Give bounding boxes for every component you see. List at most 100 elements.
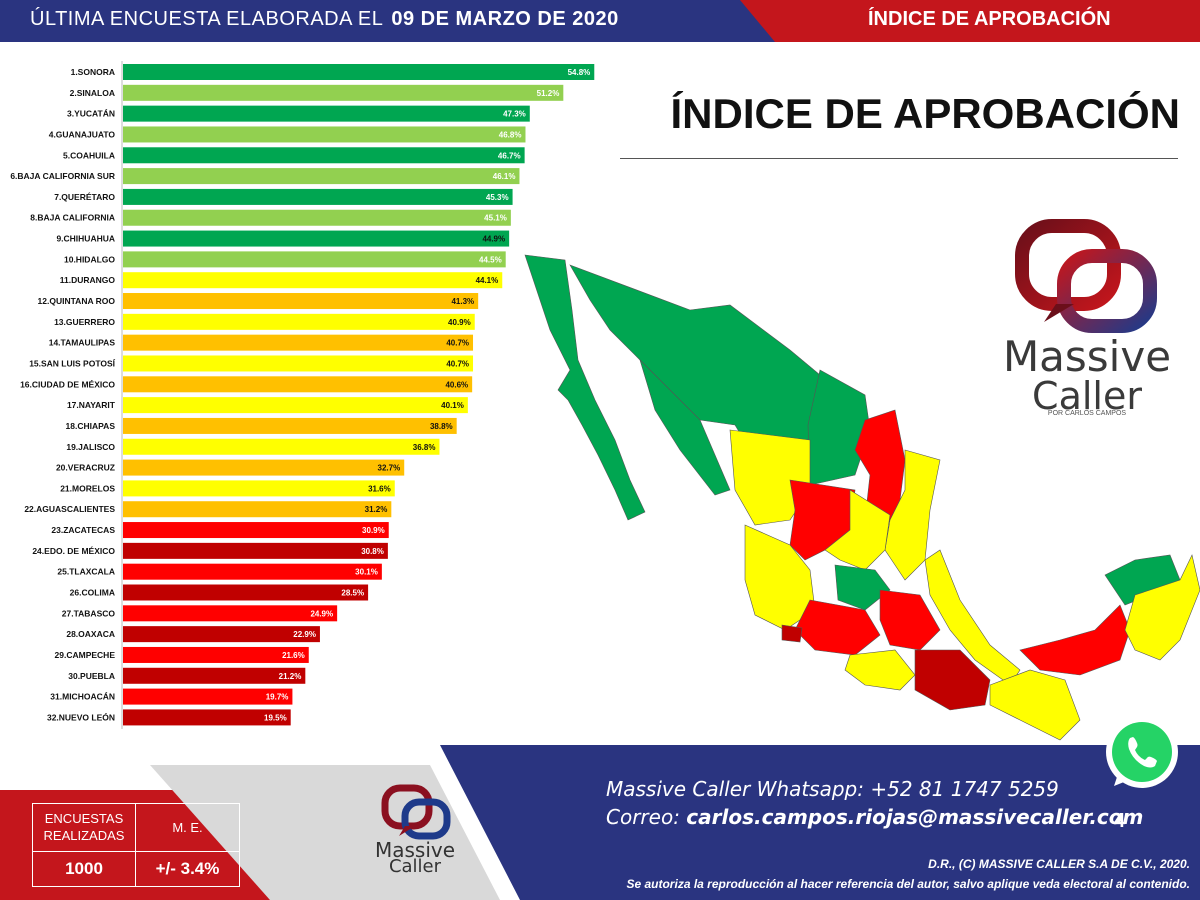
bar-label-27: 27.TABASCO [62, 608, 116, 618]
bar-value-18: 38.8% [430, 422, 453, 431]
bar-value-1: 54.8% [568, 68, 591, 77]
bar-17 [123, 397, 468, 414]
bar-label-11: 11.DURANGO [60, 275, 116, 285]
bar-value-9: 44.9% [482, 235, 505, 244]
approval-bar-chart: 1.SONORA 54.8% 2.SINALOA 51.2% 3.YUCATÁN 47.3… [10, 61, 595, 729]
bar-label-16: 16.CIUDAD DE MÉXICO [20, 379, 115, 389]
bar-label-9: 9.CHIHUAHUA [56, 234, 115, 244]
bar-label-19: 19.JALISCO [66, 442, 115, 452]
bar-value-22: 31.2% [365, 505, 388, 514]
bar-label-13: 13.GUERRERO [54, 317, 115, 327]
bar-4 [123, 126, 526, 143]
bar-26 [123, 584, 369, 601]
bar-3 [123, 105, 530, 122]
email-link[interactable]: carlos.campos.riojas@massivecaller.com [686, 805, 1144, 829]
bar-5 [123, 147, 525, 164]
whatsapp-number[interactable]: +52 81 1747 5259 [870, 777, 1059, 801]
header-bar: ÚLTIMA ENCUESTA ELABORADA EL 09 DE MARZO … [0, 0, 1200, 42]
bar-28 [123, 626, 320, 643]
bar-value-29: 21.6% [282, 651, 305, 660]
bar-value-8: 45.1% [484, 214, 507, 223]
bar-value-6: 46.1% [493, 172, 516, 181]
bar-15 [123, 355, 474, 372]
reproduction-notice: Se autoriza la reproducción al hacer ref… [626, 877, 1190, 891]
bar-value-27: 24.9% [310, 609, 333, 618]
survey-prefix: ÚLTIMA ENCUESTA ELABORADA EL [30, 8, 384, 30]
page-number: 4 [1114, 810, 1126, 832]
massive-caller-logo [1015, 219, 1157, 333]
bar-label-24: 24.EDO. DE MÉXICO [32, 546, 115, 556]
map-state-durango [729, 429, 811, 526]
survey-date: 09 DE MARZO DE 2020 [391, 8, 619, 30]
small-logo-text-massive: Massive [374, 838, 456, 862]
bar-value-21: 31.6% [368, 484, 391, 493]
header-background [0, 0, 1200, 42]
bar-label-26: 26.COLIMA [70, 588, 115, 598]
bar-value-3: 47.3% [503, 110, 526, 119]
bar-label-21: 21.MORELOS [60, 483, 115, 493]
survey-date-label: ÚLTIMA ENCUESTA ELABORADA EL 09 DE MARZO … [30, 8, 619, 31]
bar-label-3: 3.YUCATÁN [67, 109, 115, 119]
bar-29 [123, 646, 309, 663]
bar-label-4: 4.GUANAJUATO [49, 129, 116, 139]
bar-30 [123, 667, 306, 684]
bar-value-7: 45.3% [486, 193, 509, 202]
bar-value-30: 21.2% [279, 672, 302, 681]
bar-label-23: 23.ZACATECAS [51, 525, 115, 535]
bar-1 [123, 64, 595, 80]
title-divider [620, 158, 1178, 159]
bar-value-15: 40.7% [446, 359, 469, 368]
bar-6 [123, 168, 520, 185]
bar-label-15: 15.SAN LUIS POTOSÍ [29, 358, 115, 368]
bar-27 [123, 605, 338, 622]
bar-value-4: 46.8% [499, 130, 522, 139]
bar-22 [123, 501, 392, 518]
bar-label-25: 25.TLAXCALA [57, 567, 115, 577]
bar-label-18: 18.CHIAPAS [66, 421, 116, 431]
map-state-sinaloa [639, 359, 731, 496]
bar-label-1: 1.SONORA [71, 67, 115, 77]
bar-label-20: 20.VERACRUZ [56, 463, 115, 473]
massive-caller-small-logo [381, 784, 451, 840]
bar-value-2: 51.2% [537, 89, 560, 98]
bar-label-28: 28.OAXACA [66, 629, 115, 639]
margin-error-value: +/- 3.4% [155, 859, 220, 878]
bar-value-19: 36.8% [413, 443, 436, 452]
whatsapp-label: Massive Caller Whatsapp: [606, 777, 864, 801]
bar-value-17: 40.1% [441, 401, 464, 410]
surveys-value: 1000 [33, 852, 136, 886]
copyright-line: D.R., (C) MASSIVE CALLER S.A DE C.V., 20… [928, 857, 1190, 871]
map-state-baja-california [524, 254, 646, 521]
bar-12 [123, 293, 479, 310]
bar-10 [123, 251, 506, 268]
bar-value-12: 41.3% [451, 297, 474, 306]
bar-24 [123, 542, 388, 559]
section-title: ÍNDICE DE APROBACIÓN [868, 8, 1111, 30]
email-contact: Correo: carlos.campos.riojas@massivecall… [606, 805, 1143, 829]
bar-19 [123, 438, 440, 455]
map-state-central [879, 589, 941, 651]
map-state-guanajuato [834, 564, 891, 611]
map-state-san-luis-potosi [824, 489, 891, 571]
map-state-chiapas [989, 669, 1081, 741]
bar-value-28: 22.9% [293, 630, 316, 639]
page-title: ÍNDICE DE APROBACIÓN [670, 90, 1180, 137]
bar-14 [123, 334, 474, 351]
footer-background [0, 745, 1200, 900]
map-state-oaxaca [914, 649, 991, 711]
bar-value-25: 30.1% [355, 568, 378, 577]
bar-value-23: 30.9% [362, 526, 385, 535]
bar-23 [123, 522, 389, 539]
bar-label-6: 6.BAJA CALIFORNIA SUR [10, 171, 115, 181]
bar-9 [123, 230, 510, 247]
whatsapp-icon[interactable] [1100, 712, 1184, 796]
bar-label-5: 5.COAHUILA [63, 150, 115, 160]
survey-stats-table: ENCUESTAS REALIZADAS M. E. 1000 +/- 3.4% [32, 803, 240, 887]
bar-value-26: 28.5% [341, 589, 364, 598]
map-state-quintana-roo [1124, 554, 1200, 661]
map-state-coahuila [807, 369, 871, 486]
bar-value-11: 44.1% [476, 276, 499, 285]
map-state-tamaulipas [884, 449, 941, 581]
bar-label-12: 12.QUINTANA ROO [38, 296, 116, 306]
bar-32 [123, 709, 291, 726]
